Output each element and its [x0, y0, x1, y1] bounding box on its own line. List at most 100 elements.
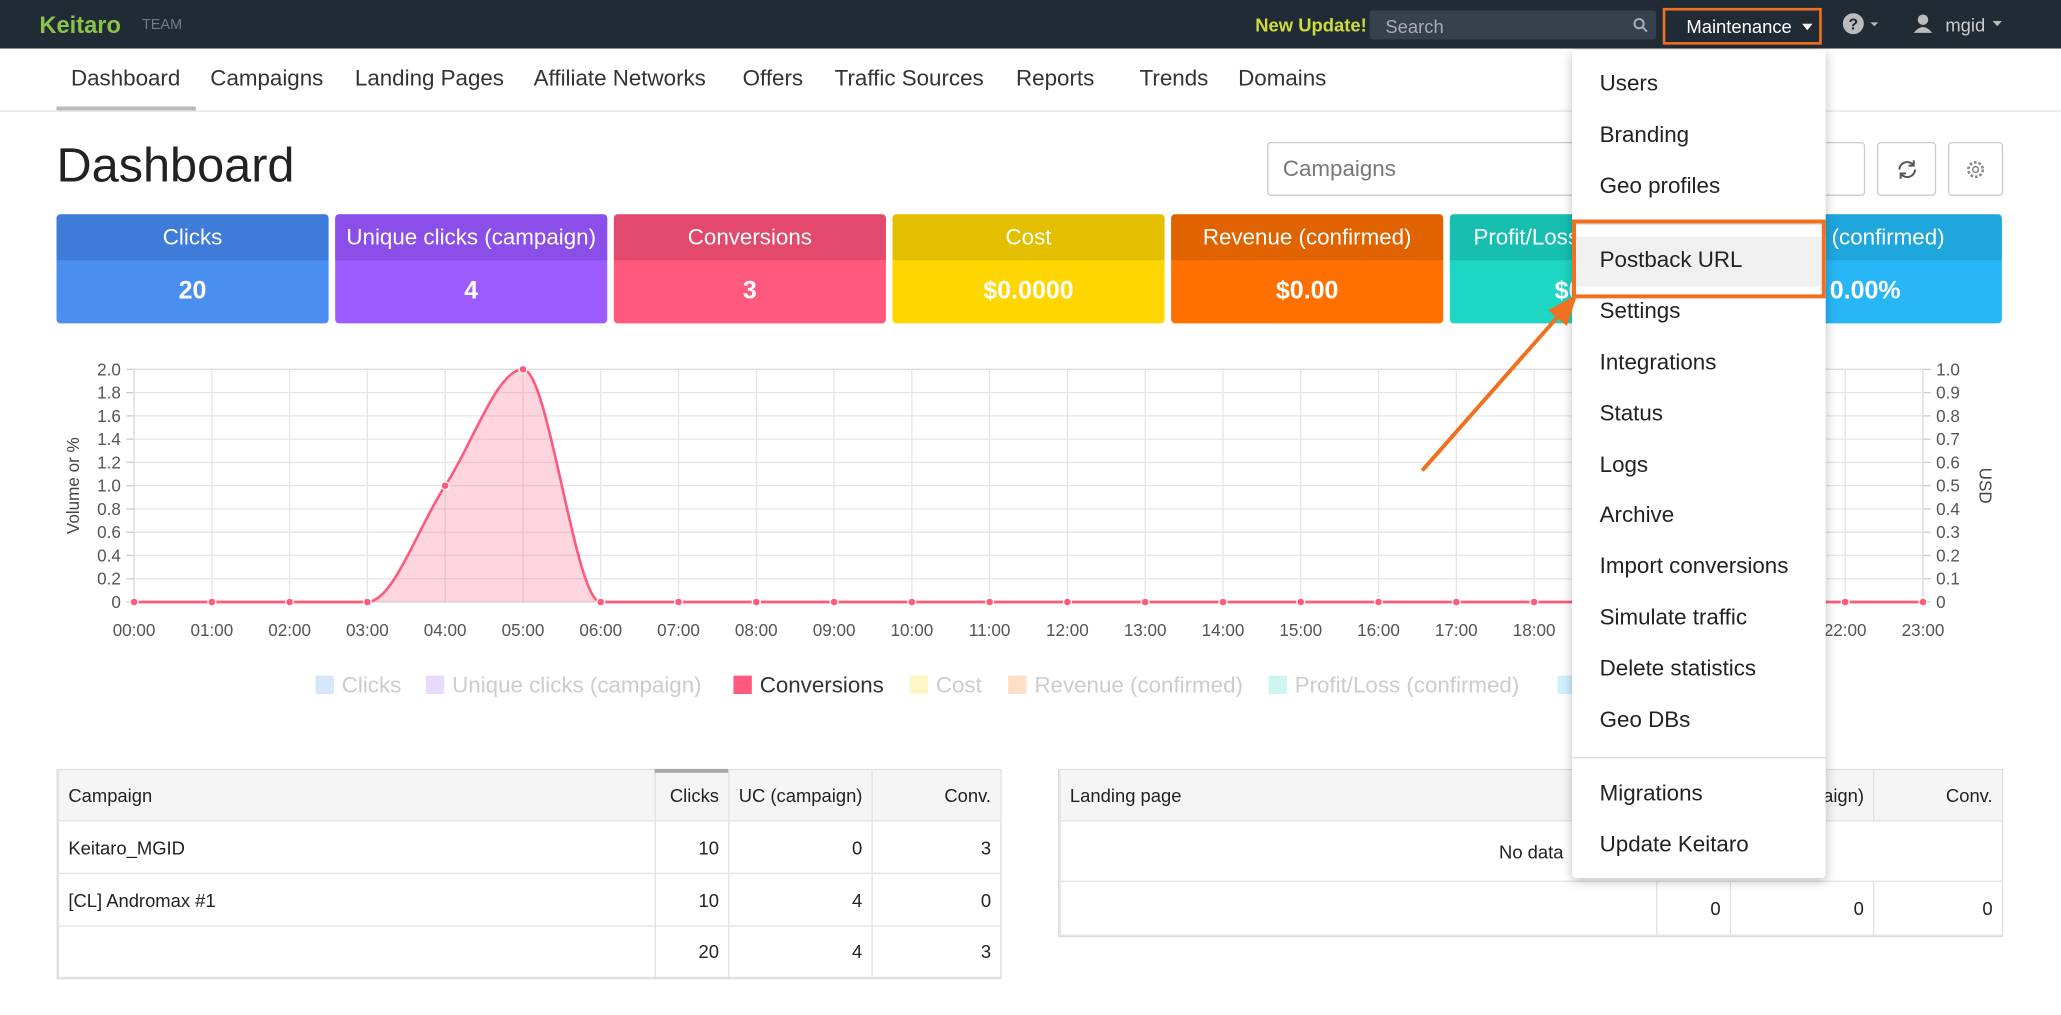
stat-card[interactable]: Unique clicks (campaign) 4 — [335, 214, 608, 324]
legend-swatch[interactable] — [909, 675, 928, 695]
user-name[interactable]: mgid — [1945, 14, 1986, 36]
report-select[interactable]: Campaigns — [1267, 141, 1866, 196]
settings-button[interactable] — [1947, 141, 2004, 196]
user-icon — [1913, 14, 1933, 33]
update-link[interactable]: New Update! — [1255, 14, 1367, 36]
help-icon[interactable]: ? — [1842, 13, 1885, 37]
total-cell: 20 — [654, 926, 729, 978]
point[interactable] — [596, 597, 606, 607]
stat-card[interactable]: Revenue (confirmed) $0.00 — [1171, 214, 1444, 324]
page-title: Dashboard — [56, 138, 295, 192]
y-tick-label: 2.0 — [97, 360, 121, 379]
empty-message: No data — [1059, 821, 2002, 882]
point[interactable] — [129, 597, 139, 607]
point[interactable] — [1140, 597, 1150, 607]
menu-item[interactable]: Status — [1599, 400, 1663, 426]
menu-item[interactable]: Integrations — [1599, 349, 1717, 375]
point[interactable] — [1062, 597, 1073, 607]
legend-swatch[interactable] — [1557, 675, 1576, 695]
y-tick-label: 0.4 — [97, 546, 121, 565]
point[interactable] — [829, 597, 839, 607]
tab[interactable]: Offers — [742, 65, 804, 91]
x-tick-label: 17:00 — [1435, 621, 1478, 640]
point[interactable] — [1218, 597, 1228, 607]
legend-swatch[interactable] — [1268, 675, 1287, 695]
column-header: Conv. — [1873, 770, 2002, 822]
menu-item[interactable]: Import conversions — [1599, 553, 1789, 579]
tab[interactable]: Trends — [1139, 65, 1209, 91]
sort-indicator — [654, 768, 729, 773]
menu-item[interactable]: Simulate traffic — [1599, 604, 1748, 630]
tab[interactable]: Reports — [1016, 65, 1095, 91]
column-header: Landing page — [1059, 770, 1657, 822]
refresh-icon — [1898, 160, 1917, 179]
x-tick-label: 02:00 — [268, 621, 311, 640]
refresh-button[interactable] — [1876, 141, 1937, 196]
point[interactable] — [673, 597, 684, 607]
point[interactable] — [1451, 597, 1461, 607]
point[interactable] — [362, 597, 373, 607]
stat-card[interactable]: Cost $0.0000 — [892, 214, 1165, 324]
stat-label: Conversions — [613, 214, 886, 261]
campaign-name: Keitaro_MGID — [57, 821, 655, 875]
point[interactable] — [285, 597, 295, 607]
point[interactable] — [1840, 597, 1850, 607]
maintenance-button[interactable]: Maintenance — [1662, 7, 1822, 45]
point[interactable] — [1529, 597, 1539, 607]
legend-label[interactable]: Profit/Loss (confirmed) — [1295, 673, 1520, 698]
legend-label[interactable]: Cost — [936, 673, 983, 698]
tab[interactable]: Traffic Sources — [834, 65, 984, 91]
stat-value: 4 — [464, 277, 479, 305]
tab[interactable]: Affiliate Networks — [533, 65, 706, 91]
menu-item[interactable]: Archive — [1599, 502, 1675, 528]
tab[interactable]: Domains — [1238, 65, 1327, 91]
legend-swatch[interactable] — [733, 675, 752, 695]
tab[interactable]: Landing Pages — [354, 65, 504, 91]
menu-item[interactable]: Geo DBs — [1599, 706, 1691, 732]
menu-item[interactable]: Migrations — [1599, 781, 1703, 807]
point[interactable] — [985, 597, 995, 607]
menu-item[interactable]: Geo profiles — [1599, 172, 1721, 198]
menu-item[interactable]: Delete statistics — [1599, 655, 1757, 681]
legend-label[interactable]: Conversions — [760, 673, 884, 698]
point[interactable] — [440, 481, 450, 491]
menu-item[interactable]: Update Keitaro — [1599, 832, 1749, 858]
menu-divider — [1572, 757, 1826, 759]
y-tick-label: 0.6 — [97, 523, 121, 542]
stat-card[interactable]: Clicks 20 — [56, 214, 329, 324]
legend-label[interactable]: Revenue (confirmed) — [1034, 673, 1243, 698]
stat-card[interactable]: Conversions 3 — [613, 214, 886, 324]
legend-swatch[interactable] — [1008, 675, 1027, 695]
point[interactable] — [207, 597, 217, 607]
x-tick-label: 09:00 — [813, 621, 856, 640]
edition: TEAM — [141, 17, 183, 33]
y2-tick-label: 0.9 — [1936, 384, 1960, 403]
y2-tick-label: 1.0 — [1936, 360, 1960, 379]
legend-label[interactable]: Clicks — [342, 673, 402, 698]
point[interactable] — [907, 597, 917, 607]
point[interactable] — [1918, 597, 1928, 607]
legend-swatch[interactable] — [315, 675, 334, 695]
search-box[interactable]: Search — [1369, 10, 1657, 40]
x-tick-label: 15:00 — [1279, 621, 1322, 640]
x-tick-label: 01:00 — [190, 621, 233, 640]
brand[interactable]: Keitaro — [39, 11, 121, 39]
tab[interactable]: Dashboard — [70, 65, 181, 91]
tab[interactable]: Campaigns — [210, 65, 324, 91]
legend-label[interactable]: Unique clicks (campaign) — [452, 673, 701, 698]
menu-item[interactable]: Postback URL — [1599, 247, 1743, 273]
menu-item[interactable]: Logs — [1599, 451, 1649, 477]
point[interactable] — [751, 597, 761, 607]
search-icon — [1633, 18, 1648, 33]
legend-swatch[interactable] — [425, 675, 445, 695]
point[interactable] — [1296, 597, 1306, 607]
stat-value: $0.0000 — [983, 277, 1074, 305]
y-tick-label: 1.4 — [97, 430, 121, 449]
menu-item[interactable]: Settings — [1599, 298, 1681, 324]
point[interactable] — [518, 364, 528, 374]
menu-item[interactable]: Branding — [1599, 121, 1690, 147]
point[interactable] — [1373, 597, 1384, 607]
search-placeholder: Search — [1385, 15, 1444, 37]
menu-item[interactable]: Users — [1599, 70, 1659, 96]
stat-value: 3 — [742, 277, 757, 305]
